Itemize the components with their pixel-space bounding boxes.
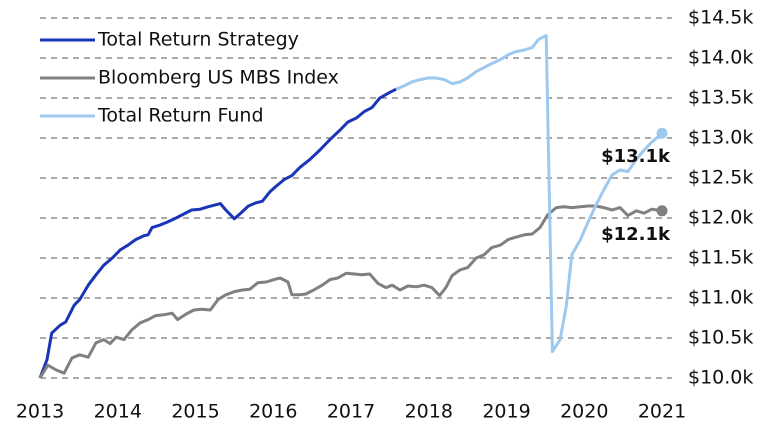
series-line (395, 34, 663, 354)
x-tick-label: 2018 (405, 401, 453, 423)
y-tick-label: $11.0k (688, 287, 753, 309)
x-tick-label: 2013 (16, 401, 64, 423)
y-tick-label: $14.0k (688, 47, 753, 69)
end-point (656, 127, 668, 139)
y-tick-label: $14.5k (688, 7, 753, 29)
x-tick-label: 2015 (171, 401, 219, 423)
end-label: $12.1k (601, 224, 671, 245)
legend-label: Total Return Strategy (97, 29, 299, 51)
end-point (656, 205, 668, 217)
x-tick-label: 2020 (560, 401, 608, 423)
series-line (38, 87, 397, 379)
y-tick-label: $11.5k (688, 247, 753, 269)
end-label: $13.1k (601, 146, 671, 167)
legend-label: Bloomberg US MBS Index (98, 67, 339, 89)
y-tick-label: $10.0k (688, 367, 753, 389)
x-tick-label: 2017 (327, 401, 375, 423)
x-tick-label: 2014 (94, 401, 142, 423)
legend-label: Total Return Fund (97, 105, 264, 127)
series-line (38, 204, 663, 379)
y-tick-label: $13.0k (688, 127, 753, 149)
x-tick-label: 2021 (638, 401, 686, 423)
y-tick-label: $13.5k (688, 87, 753, 109)
x-tick-label: 2016 (249, 401, 297, 423)
x-tick-label: 2019 (482, 401, 530, 423)
y-tick-label: $12.5k (688, 167, 753, 189)
y-tick-label: $10.5k (688, 327, 753, 349)
y-tick-label: $12.0k (688, 207, 753, 229)
